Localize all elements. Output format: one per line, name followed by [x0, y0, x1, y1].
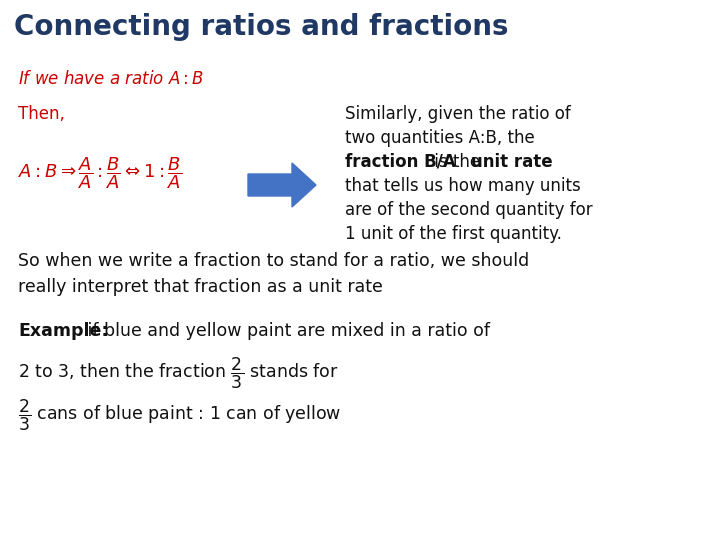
Text: 2 to 3, then the fraction $\dfrac{2}{3}$ stands for: 2 to 3, then the fraction $\dfrac{2}{3}$…	[18, 356, 339, 392]
Text: $A:B \Rightarrow \dfrac{A}{A}:\dfrac{B}{A} \Leftrightarrow 1:\dfrac{B}{A}$: $A:B \Rightarrow \dfrac{A}{A}:\dfrac{B}{…	[18, 155, 182, 191]
Text: if blue and yellow paint are mixed in a ratio of: if blue and yellow paint are mixed in a …	[82, 322, 490, 340]
Text: Similarly, given the ratio of: Similarly, given the ratio of	[345, 105, 571, 123]
Text: two quantities A:B, the: two quantities A:B, the	[345, 129, 535, 147]
Text: fraction B/A: fraction B/A	[345, 153, 456, 171]
Text: Example:: Example:	[18, 322, 109, 340]
Text: are of the second quantity for: are of the second quantity for	[345, 201, 593, 219]
Text: that tells us how many units: that tells us how many units	[345, 177, 581, 195]
Text: Connecting ratios and fractions: Connecting ratios and fractions	[14, 13, 508, 41]
Text: If we have a ratio $A:B$: If we have a ratio $A:B$	[18, 70, 204, 88]
Text: unit rate: unit rate	[471, 153, 553, 171]
Text: is the: is the	[429, 153, 485, 171]
Text: really interpret that fraction as a unit rate: really interpret that fraction as a unit…	[18, 278, 383, 296]
Text: 1 unit of the first quantity.: 1 unit of the first quantity.	[345, 225, 562, 243]
FancyArrow shape	[248, 163, 316, 207]
Text: Then,: Then,	[18, 105, 65, 123]
Text: $\dfrac{2}{3}$ cans of blue paint : 1 can of yellow: $\dfrac{2}{3}$ cans of blue paint : 1 ca…	[18, 398, 341, 434]
Text: So when we write a fraction to stand for a ratio, we should: So when we write a fraction to stand for…	[18, 252, 529, 270]
